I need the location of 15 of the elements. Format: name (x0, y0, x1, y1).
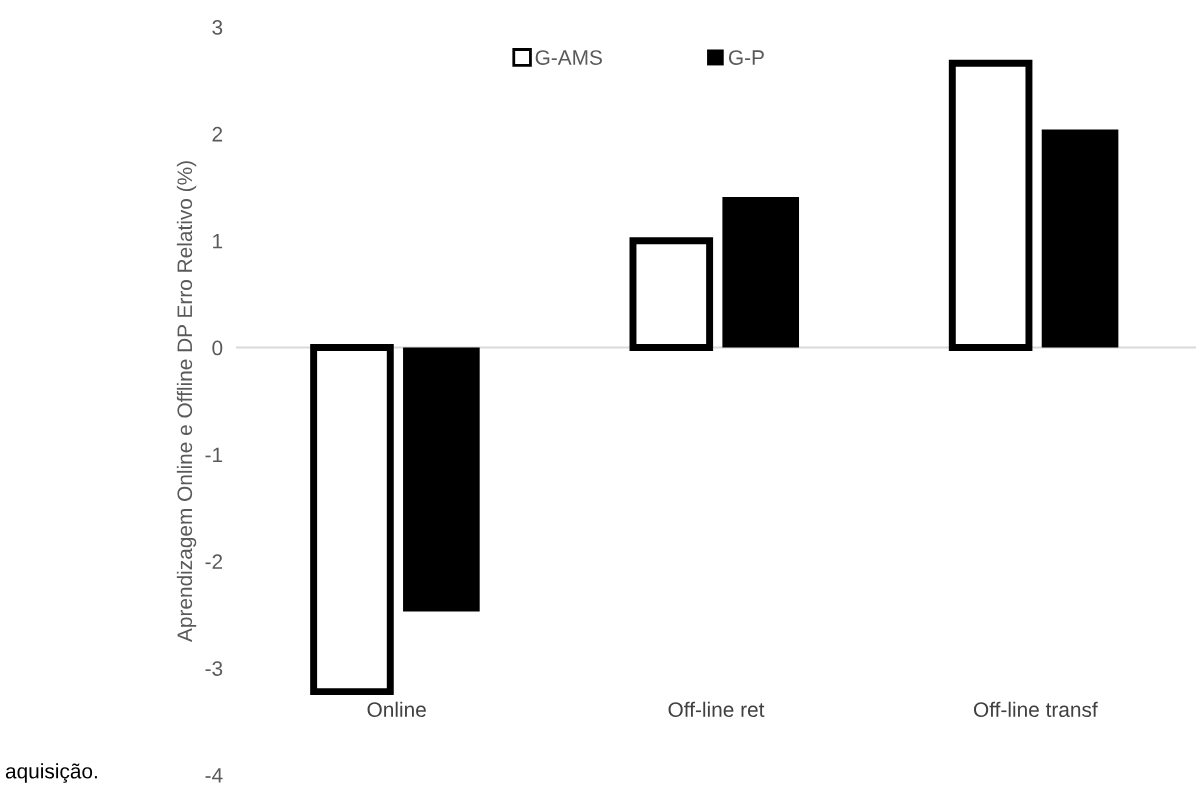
x-tick-label: Off-line transf (973, 701, 1098, 718)
y-tick-label: 0 (212, 340, 223, 356)
y-tick-label: -2 (205, 554, 223, 569)
legend-label: G-P (728, 50, 764, 65)
x-tick-label: Online (367, 701, 426, 718)
text: aquisição. (5, 763, 97, 783)
y-tick-label: -4 (205, 768, 223, 783)
y-tick-label: -1 (205, 447, 223, 462)
y-tick-label: 1 (213, 233, 223, 249)
y-axis-title: Aprendizagem Online e Offline DP Erro Relativo (%) (176, 161, 197, 642)
y-tick-label: -3 (205, 661, 223, 676)
x-tick-label: Off-line ret (668, 701, 765, 718)
y-tick-label: 3 (212, 20, 223, 35)
y-tick-label: 2 (212, 126, 223, 142)
legend-label: G-AMS (535, 50, 602, 65)
